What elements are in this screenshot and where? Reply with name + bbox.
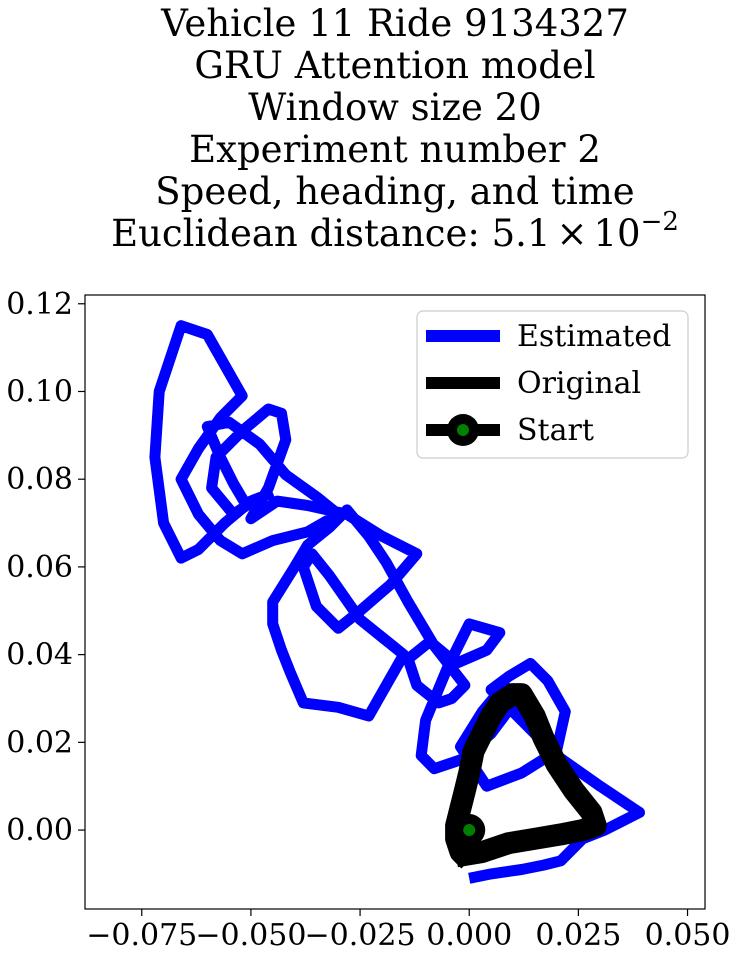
y-tick-label: 0.04 (6, 638, 73, 673)
y-tick-label: 0.00 (6, 813, 73, 848)
x-tick-label: −0.025 (305, 918, 416, 953)
y-tick-label: 0.02 (6, 725, 73, 760)
legend-label-estimated: Estimated (517, 319, 671, 354)
y-tick-label: 0.08 (6, 462, 73, 497)
metric-prefix: Euclidean distance: (111, 212, 492, 255)
title-line-5: Speed, heading, and time (155, 170, 634, 213)
x-tick-label: 0.025 (535, 918, 621, 953)
euclidean-distance-label: Euclidean distance: 5.1 × 10−2 (111, 207, 679, 255)
title-metric: Euclidean distance: 5.1 × 10−2 (111, 207, 679, 255)
legend-start-marker (457, 424, 469, 436)
y-tick-label: 0.06 (6, 550, 73, 585)
legend-box (416, 310, 689, 459)
start-marker (463, 824, 476, 837)
legend: Estimated Original Start (416, 310, 689, 459)
title-line-1: Vehicle 11 Ride 9134327 (160, 2, 629, 45)
metric-base: 10 (594, 212, 641, 255)
metric-exponent: −2 (641, 207, 679, 237)
title-line-2: GRU Attention model (194, 44, 595, 87)
title-line-3: Window size 20 (248, 86, 542, 129)
metric-mantissa: 5.1 (492, 212, 551, 255)
axes: −0.075−0.050−0.025 0.000 0.025 0.050 0.00 0.0… (6, 287, 730, 953)
x-tick-label: −0.050 (195, 918, 306, 953)
series-line-original (445, 683, 607, 869)
series-line-estimated (149, 320, 645, 884)
title-line-4: Experiment number 2 (189, 128, 601, 171)
x-tick-label: −0.075 (86, 918, 197, 953)
legend-label-original: Original (517, 366, 641, 401)
legend-label-start: Start (517, 413, 594, 448)
y-tick-label: 0.12 (6, 287, 73, 322)
x-tick-label: 0.000 (426, 918, 512, 953)
y-tick-label: 0.10 (6, 374, 73, 409)
metric-times: × (556, 212, 587, 255)
x-tick-label: 0.050 (645, 918, 731, 953)
series-group (149, 320, 645, 884)
